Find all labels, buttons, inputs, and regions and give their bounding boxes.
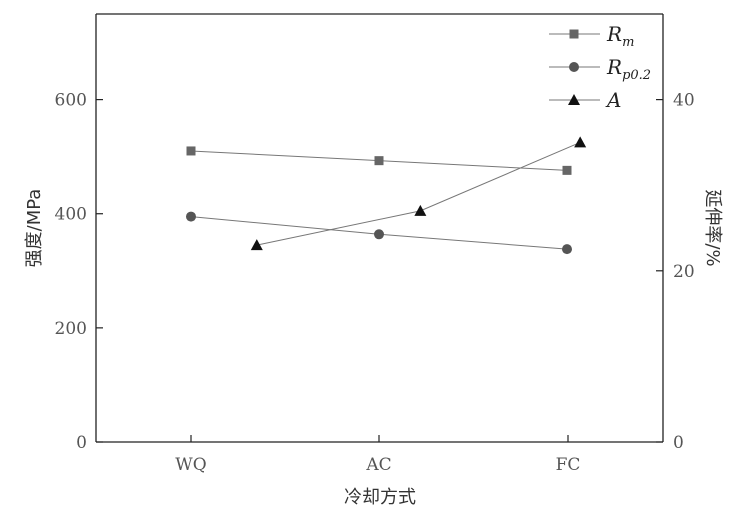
x-ticks: WQ AC FC [175, 435, 580, 475]
data-point [562, 165, 572, 175]
right-y-ticks: 0 20 40 [656, 91, 695, 453]
left-tick-label: 200 [55, 319, 87, 339]
left-y-ticks: 0 200 400 600 [55, 91, 103, 453]
series-rm [186, 146, 572, 175]
x-tick-label: FC [556, 455, 581, 475]
series-rp02 [186, 211, 572, 255]
right-tick-label: 40 [673, 91, 695, 111]
series-layer [186, 136, 587, 255]
legend-label: Rm [606, 22, 634, 50]
series-a [250, 136, 587, 251]
legend-marker [569, 29, 579, 39]
data-point [250, 239, 263, 251]
y-axis-title: 强度/MPa [24, 189, 45, 268]
y2-axis-title: 延伸率/% [702, 189, 723, 266]
x-tick-label: AC [365, 455, 391, 475]
legend-item: Rm [549, 22, 634, 50]
right-tick-label: 0 [673, 433, 684, 453]
left-tick-label: 400 [55, 205, 87, 225]
legend-marker [568, 94, 580, 105]
left-tick-label: 600 [55, 91, 87, 111]
legend-label: Rp0.2 [606, 55, 651, 83]
right-tick-label: 20 [673, 262, 695, 282]
legend: Rm Rp0.2 A [549, 22, 651, 112]
x-axis-title: 冷却方式 [344, 487, 416, 508]
legend-marker [569, 62, 579, 72]
data-point [186, 211, 196, 222]
x-tick-label: WQ [175, 455, 206, 475]
left-tick-label: 0 [76, 433, 87, 453]
legend-item: A [549, 88, 621, 112]
data-point [574, 136, 587, 148]
data-point [374, 229, 384, 240]
data-point [562, 244, 572, 255]
series-line [256, 141, 581, 246]
plot-frame [95, 13, 664, 443]
data-point [186, 146, 196, 156]
data-point [414, 204, 427, 216]
legend-item: Rp0.2 [549, 55, 651, 83]
legend-label: A [605, 88, 621, 112]
data-point [374, 156, 384, 166]
